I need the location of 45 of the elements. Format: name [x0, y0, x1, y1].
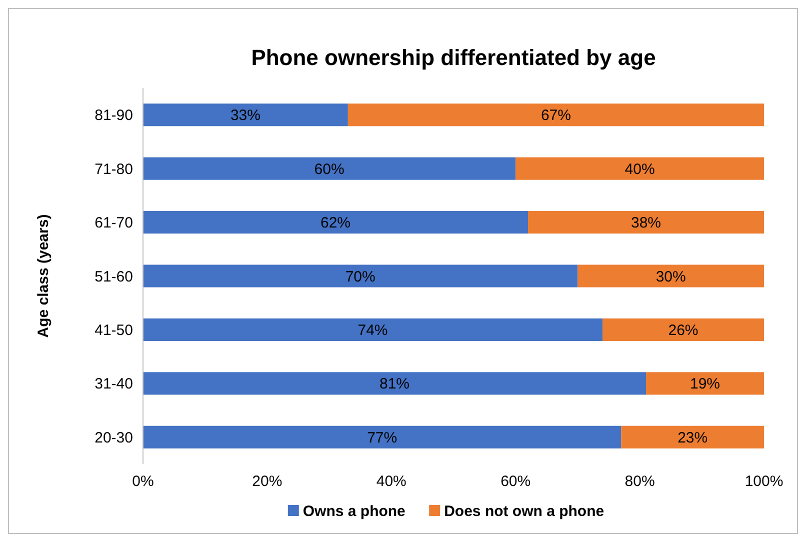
bar — [143, 372, 646, 395]
data-label: 67% — [540, 107, 571, 124]
x-tick-label: 100% — [744, 473, 784, 490]
y-tick-label: 41-50 — [94, 322, 133, 339]
data-label: 74% — [358, 322, 388, 339]
bar — [143, 211, 528, 234]
bar — [143, 264, 578, 288]
data-label: 81% — [379, 376, 410, 393]
data-label: 26% — [668, 322, 698, 339]
y-tick-label: 61-70 — [94, 214, 133, 232]
data-label: 19% — [690, 376, 720, 393]
x-tick-label: 40% — [376, 473, 406, 490]
bar — [602, 318, 764, 341]
bar — [646, 372, 764, 395]
data-label: 62% — [320, 214, 351, 232]
data-label: 70% — [345, 268, 376, 286]
data-label: 30% — [656, 268, 686, 286]
y-tick-label: 51-60 — [94, 268, 133, 286]
data-label: 60% — [314, 160, 344, 178]
bar — [143, 157, 516, 180]
data-label: 40% — [624, 160, 655, 178]
bar — [516, 157, 764, 180]
data-label: 77% — [367, 429, 398, 446]
data-label: 23% — [678, 429, 708, 446]
y-axis-title: Age class (years) — [35, 214, 52, 338]
bar — [621, 426, 764, 448]
bar — [143, 318, 603, 341]
bar — [143, 426, 622, 448]
bar — [143, 104, 348, 126]
y-tick-label: 71-80 — [94, 160, 133, 178]
x-tick-label: 0% — [132, 473, 154, 490]
x-tick-label: 60% — [500, 473, 531, 490]
y-tick-label: 31-40 — [94, 376, 133, 393]
data-label: 33% — [230, 107, 260, 124]
y-tick-label: 81-90 — [94, 107, 133, 124]
x-tick-label: 20% — [252, 473, 282, 490]
data-label: 38% — [630, 214, 662, 232]
legend-label: Does not own a phone — [444, 503, 604, 520]
bar — [348, 104, 764, 126]
bar — [528, 211, 764, 234]
legend-label: Owns a phone — [302, 503, 406, 520]
chart-title: Phone ownership differentiated by age — [251, 45, 656, 70]
bar — [578, 264, 764, 288]
y-tick-label: 20-30 — [94, 429, 133, 446]
x-tick-label: 80% — [624, 473, 655, 490]
